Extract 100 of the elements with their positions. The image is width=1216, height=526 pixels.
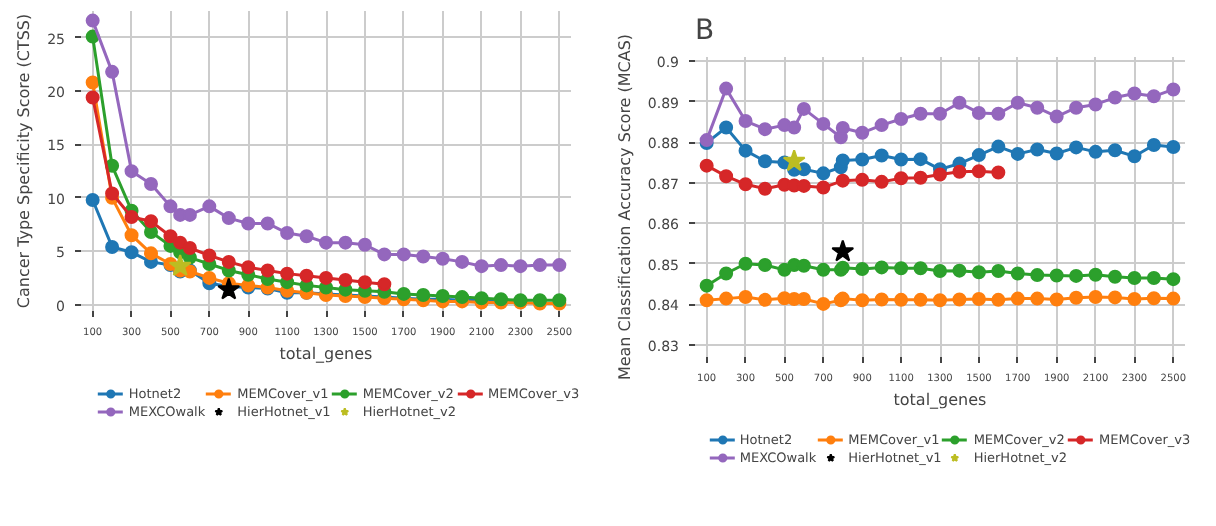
point bbox=[991, 264, 1006, 279]
point bbox=[738, 177, 753, 192]
point bbox=[124, 245, 139, 260]
point bbox=[357, 237, 372, 252]
point bbox=[1108, 143, 1122, 158]
point bbox=[182, 241, 197, 255]
point bbox=[758, 181, 772, 196]
point bbox=[952, 263, 967, 278]
point bbox=[913, 170, 928, 185]
point bbox=[202, 248, 217, 263]
point bbox=[952, 95, 967, 110]
point bbox=[719, 291, 734, 306]
point bbox=[532, 258, 547, 273]
point bbox=[1010, 95, 1025, 110]
point bbox=[144, 225, 158, 239]
point bbox=[796, 101, 811, 116]
point bbox=[280, 266, 295, 281]
point bbox=[105, 64, 120, 79]
point bbox=[952, 292, 967, 307]
point bbox=[217, 277, 241, 300]
point bbox=[991, 165, 1006, 180]
point bbox=[1049, 268, 1064, 283]
y-axis-title: Mean Classification Accuracy Score (MCAS) bbox=[615, 33, 634, 381]
point bbox=[816, 262, 831, 277]
point bbox=[894, 112, 909, 127]
point bbox=[835, 153, 850, 168]
point bbox=[1108, 269, 1122, 284]
point bbox=[1088, 267, 1103, 282]
point bbox=[144, 176, 158, 191]
point bbox=[738, 114, 753, 129]
point bbox=[173, 235, 188, 250]
x-axis-title: total_genes bbox=[893, 391, 987, 409]
point bbox=[816, 116, 831, 131]
point bbox=[894, 292, 909, 307]
point bbox=[1108, 90, 1122, 105]
point bbox=[1146, 137, 1161, 152]
point bbox=[85, 192, 100, 207]
point bbox=[991, 106, 1006, 121]
point bbox=[1069, 290, 1084, 305]
point bbox=[933, 293, 947, 308]
point bbox=[124, 164, 139, 179]
point bbox=[1166, 272, 1181, 287]
point bbox=[396, 286, 411, 301]
point bbox=[816, 296, 831, 311]
point bbox=[1030, 268, 1045, 283]
point bbox=[971, 105, 986, 120]
point bbox=[1030, 291, 1045, 306]
point bbox=[494, 258, 508, 273]
point bbox=[552, 258, 567, 273]
point bbox=[913, 261, 928, 276]
point bbox=[357, 275, 372, 290]
point bbox=[835, 120, 850, 135]
point bbox=[1166, 140, 1181, 154]
point bbox=[874, 174, 889, 189]
point bbox=[933, 167, 947, 182]
point bbox=[163, 229, 178, 244]
point bbox=[455, 254, 470, 269]
point bbox=[913, 292, 928, 307]
point bbox=[758, 154, 772, 169]
point bbox=[952, 164, 967, 179]
x-axis-title: total_genes bbox=[279, 345, 373, 363]
point bbox=[894, 152, 909, 167]
point bbox=[816, 180, 831, 195]
point bbox=[719, 81, 734, 96]
point bbox=[1127, 149, 1142, 164]
point bbox=[377, 277, 392, 292]
point bbox=[835, 173, 850, 188]
point bbox=[144, 246, 158, 261]
point bbox=[1049, 292, 1064, 307]
point bbox=[1088, 290, 1103, 304]
point bbox=[855, 152, 870, 167]
point bbox=[105, 239, 120, 254]
point bbox=[1108, 290, 1122, 305]
point bbox=[719, 169, 734, 184]
point bbox=[738, 256, 753, 271]
point bbox=[1010, 291, 1025, 306]
point bbox=[319, 235, 333, 250]
point bbox=[1069, 268, 1084, 283]
point bbox=[144, 214, 158, 229]
point bbox=[474, 259, 489, 274]
point bbox=[85, 90, 100, 105]
point bbox=[874, 292, 889, 307]
point bbox=[1069, 140, 1084, 155]
point bbox=[202, 199, 217, 214]
point bbox=[1010, 266, 1025, 281]
point bbox=[338, 235, 353, 250]
point bbox=[396, 247, 411, 262]
point bbox=[338, 273, 353, 288]
point bbox=[1127, 270, 1142, 285]
point bbox=[124, 228, 139, 243]
point bbox=[1088, 144, 1103, 159]
point bbox=[699, 278, 714, 293]
point bbox=[894, 261, 909, 276]
point bbox=[124, 210, 139, 225]
point bbox=[299, 229, 314, 244]
point bbox=[971, 164, 986, 179]
point bbox=[280, 226, 295, 241]
point bbox=[416, 249, 431, 264]
point bbox=[1030, 142, 1045, 157]
point bbox=[168, 254, 192, 277]
